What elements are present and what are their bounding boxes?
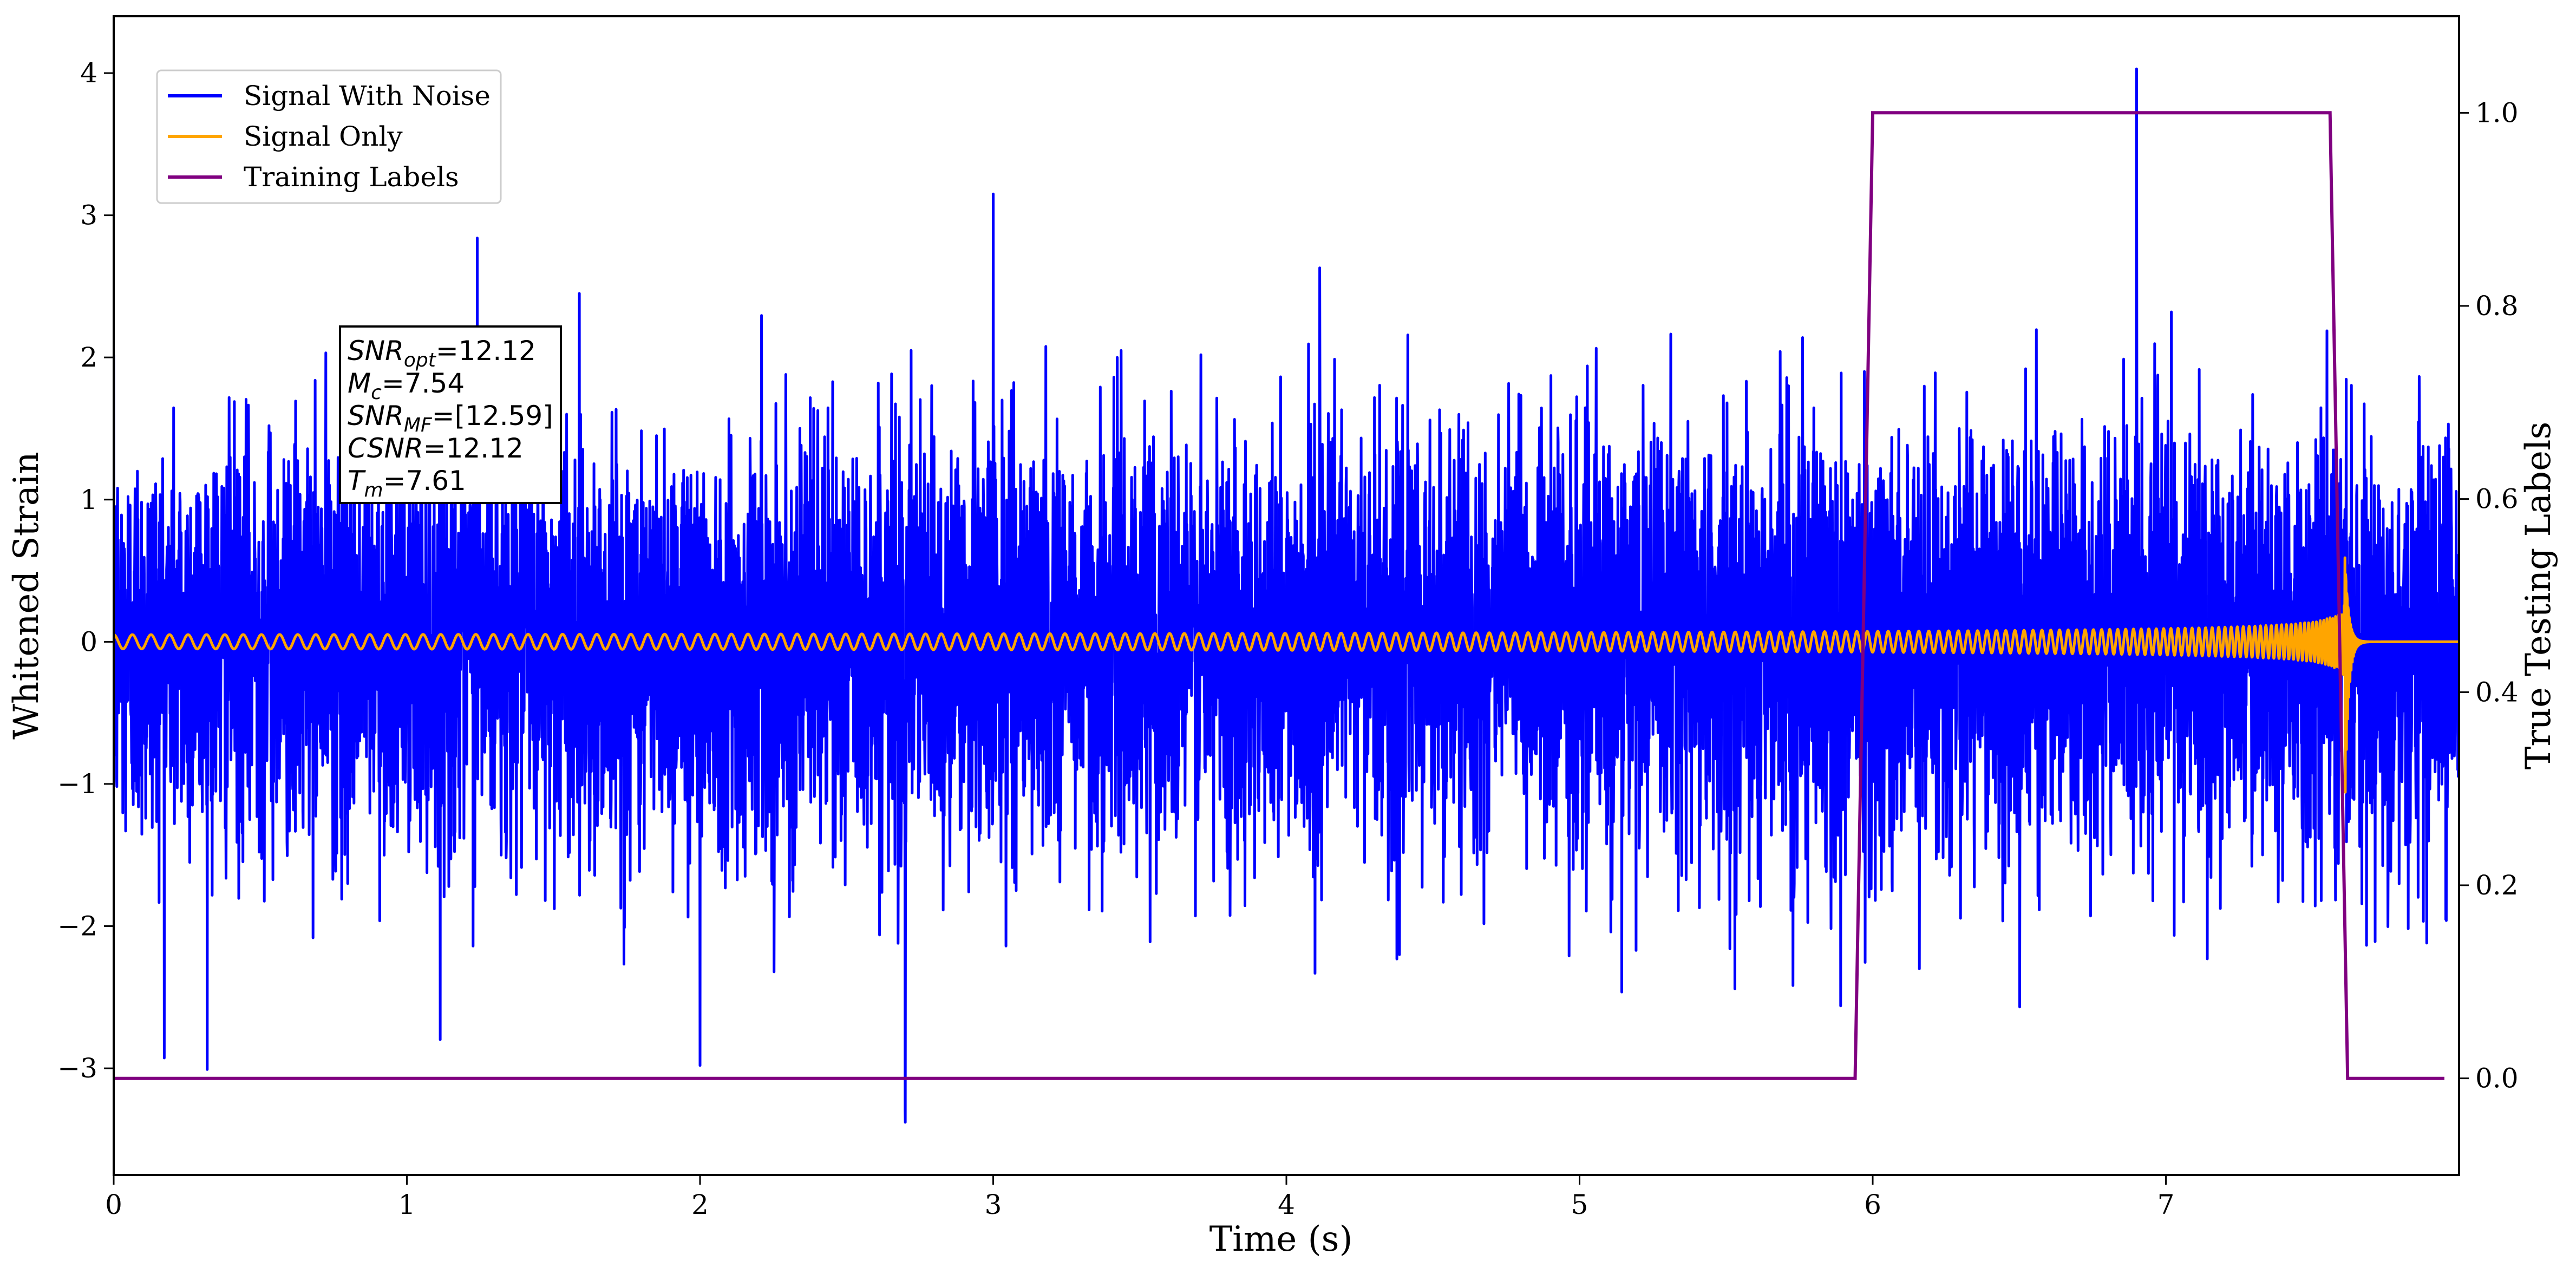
y-right-tick-label: 0.4 (2475, 676, 2519, 708)
annotation-line: Mc=7.54 (348, 368, 465, 404)
annotation-line: SNRopt=12.12 (348, 335, 536, 371)
series-signal-with-noise (114, 67, 2459, 1124)
annotation-box (339, 325, 562, 504)
x-tick-label: 1 (398, 1189, 416, 1220)
x-tick-label: 7 (2157, 1189, 2175, 1220)
annotation-symbol: M (348, 368, 371, 399)
parameter-annotation: SNRopt=12.12Mc=7.54SNRMF=[12.59]CSNR=12.… (339, 325, 562, 504)
legend-label-signal-with-noise: Signal With Noise (244, 80, 491, 112)
y-right-tick-label: 1.0 (2475, 97, 2519, 128)
line-signal-with-noise (114, 67, 2459, 1124)
series-signal-only (114, 556, 2459, 794)
y-left-tick-label: 3 (80, 200, 97, 231)
annotation-value: =12.12 (436, 335, 536, 367)
annotation-value: =7.54 (382, 368, 465, 399)
y-right-axis-label: True Testing Labels (2519, 422, 2559, 770)
annotation-subscript: c (371, 382, 382, 404)
annotation-symbol: CSNR (348, 433, 423, 464)
x-tick-label: 0 (105, 1189, 122, 1220)
y-left-tick-label: −3 (57, 1053, 97, 1084)
x-axis-ticks: 0 1 2 3 4 5 6 7 (105, 1175, 2174, 1220)
y-right-tick-label: 0.2 (2475, 870, 2519, 901)
x-tick-label: 4 (1278, 1189, 1295, 1220)
annotation-value: =[12.59] (432, 400, 553, 432)
annotation-symbol: T (348, 465, 366, 496)
legend-label-training-labels: Training Labels (244, 161, 459, 193)
y-right-axis-ticks: 0.0 0.2 0.4 0.6 0.8 1.0 (2459, 97, 2519, 1094)
legend-box (156, 69, 502, 204)
annotation-line: SNRMF=[12.59] (348, 400, 553, 436)
annotation-line: CSNR=12.12 (348, 433, 524, 464)
annotation-line: Tm=7.61 (348, 465, 466, 501)
line-training-labels (114, 111, 2444, 1080)
x-tick-label: 6 (1864, 1189, 1881, 1220)
y-right-tick-label: 0.0 (2475, 1063, 2519, 1094)
y-left-tick-label: 2 (80, 342, 97, 373)
x-tick-label: 2 (691, 1189, 709, 1220)
legend: Signal With Noise Signal Only Training L… (156, 69, 502, 204)
y-left-axis-label: Whitened Strain (6, 452, 47, 739)
y-left-tick-label: 4 (80, 57, 97, 89)
annotation-subscript: m (364, 479, 383, 501)
annotation-value: =12.12 (423, 433, 524, 464)
annotation-symbol: SNR (348, 400, 404, 432)
y-right-tick-label: 0.8 (2475, 290, 2519, 322)
y-left-tick-label: −2 (57, 910, 97, 942)
annotation-subscript: MF (404, 414, 433, 436)
y-left-tick-label: −1 (57, 768, 97, 800)
y-left-tick-label: 0 (80, 626, 97, 657)
legend-label-signal-only: Signal Only (244, 121, 403, 152)
x-axis-label: Time (s) (1209, 1219, 1353, 1259)
y-left-axis-ticks: −3 −2 −1 0 1 2 3 4 (57, 57, 114, 1084)
annotation-value: =7.61 (383, 465, 466, 496)
line-signal-only (114, 556, 2459, 794)
annotation-subscript: opt (404, 349, 437, 371)
y-left-tick-label: 1 (80, 484, 97, 515)
series-training-labels (114, 111, 2444, 1080)
x-tick-label: 3 (985, 1189, 1002, 1220)
x-tick-label: 5 (1571, 1189, 1588, 1220)
annotation-symbol: SNR (348, 335, 404, 367)
y-right-tick-label: 0.6 (2475, 484, 2519, 515)
